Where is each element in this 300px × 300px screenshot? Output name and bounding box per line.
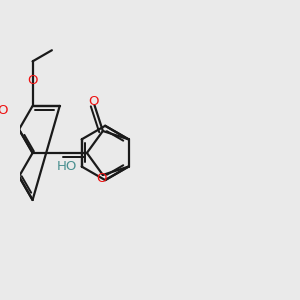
Text: O: O: [0, 103, 8, 117]
Text: HO: HO: [57, 160, 77, 173]
Text: O: O: [88, 95, 99, 108]
Text: O: O: [27, 74, 38, 87]
Text: O: O: [97, 172, 107, 185]
